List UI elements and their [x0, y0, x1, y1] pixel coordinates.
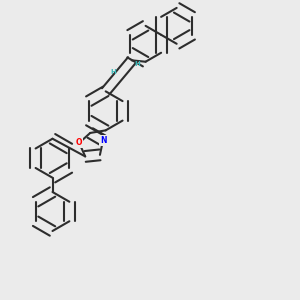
Text: H: H — [111, 69, 116, 75]
Text: N: N — [100, 136, 106, 145]
Text: O: O — [76, 138, 83, 147]
Text: H: H — [134, 61, 140, 67]
